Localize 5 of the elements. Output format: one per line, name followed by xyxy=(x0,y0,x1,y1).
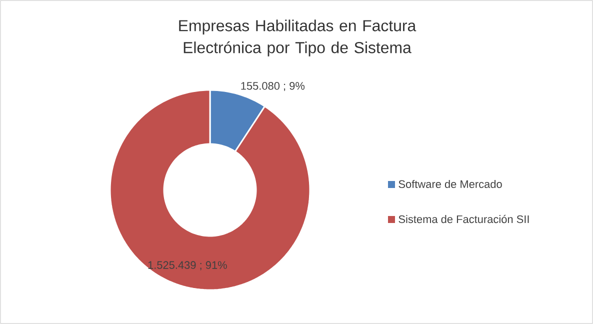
data-label: 1.525.439 ; 91% xyxy=(148,261,227,270)
legend-label: Sistema de Facturación SII xyxy=(398,214,529,224)
chart-title: Empresas Habilitadas en Factura Electrónica por Tipo de Sistema xyxy=(179,20,416,56)
legend-label: Software de Mercado xyxy=(398,180,502,188)
data-label: 155.080 ; 9% xyxy=(241,82,305,92)
